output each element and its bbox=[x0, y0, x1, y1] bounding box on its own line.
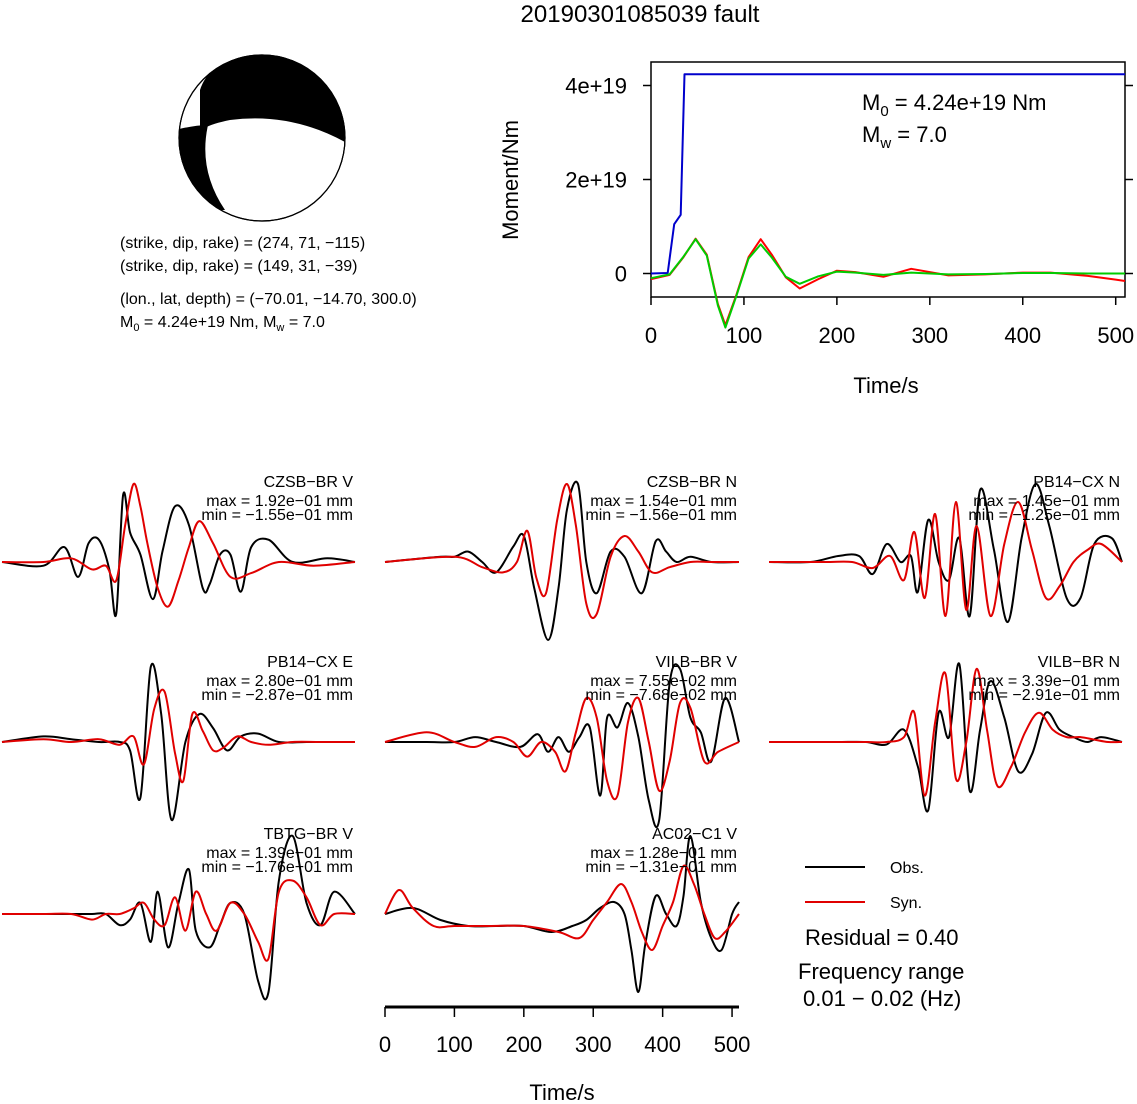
legend-obs-label: Obs. bbox=[890, 860, 924, 877]
observed-trace bbox=[1, 491, 356, 618]
mechanism-line-2: (strike, dip, rake) = (149, 31, −39) bbox=[120, 258, 357, 275]
observed-stf-line bbox=[650, 238, 1125, 329]
moment-ytick-label: 2e+19 bbox=[565, 168, 627, 193]
min-amplitude-label: min = −1.56e−01 mm bbox=[585, 507, 737, 524]
moment-xtick-label: 0 bbox=[645, 323, 657, 348]
station-label: VILB−BR N bbox=[1038, 654, 1120, 671]
min-amplitude-label: min = −1.76e−01 mm bbox=[201, 859, 353, 876]
synthetic-trace bbox=[1, 879, 356, 962]
station-label: AC02−C1 V bbox=[652, 826, 737, 843]
min-amplitude-label: min = −1.31e−01 mm bbox=[585, 859, 737, 876]
moment-xtick-label: 500 bbox=[1097, 323, 1134, 348]
synthetic-trace bbox=[1, 482, 356, 608]
min-amplitude-label: min = −1.25e−01 mm bbox=[968, 507, 1120, 524]
station-label: PB14−CX N bbox=[1033, 474, 1120, 491]
legend-syn-label: Syn. bbox=[890, 895, 922, 912]
station-label: VILB−BR V bbox=[656, 654, 738, 671]
synthetic-trace bbox=[384, 696, 740, 801]
max-amplitude-label: max = 3.39e−01 mm bbox=[973, 673, 1120, 690]
waveform-xtick-label: 300 bbox=[575, 1032, 612, 1057]
observed-trace bbox=[768, 662, 1123, 813]
synthetic-trace bbox=[1, 688, 355, 784]
station-label: CZSB−BR V bbox=[264, 474, 354, 491]
max-amplitude-label: max = 2.80e−01 mm bbox=[206, 673, 353, 690]
legend: Obs. Syn. bbox=[805, 860, 924, 912]
waveform-xtick-label: 400 bbox=[644, 1032, 681, 1057]
mechanism-line-3: (lon., lat, depth) = (−70.01, −14.70, 30… bbox=[120, 291, 417, 308]
frequency-range-value: 0.01 − 0.02 (Hz) bbox=[803, 986, 961, 1011]
moment-annotation-mw: Mw = 7.0 bbox=[862, 122, 947, 152]
synthetic-trace bbox=[384, 864, 740, 951]
moment-ylabel: Moment/Nm bbox=[498, 120, 523, 240]
max-amplitude-label: max = 7.55e−02 mm bbox=[590, 673, 737, 690]
waveform-xlabel: Time/s bbox=[529, 1080, 594, 1104]
observed-trace bbox=[384, 663, 740, 829]
moment-annotation-m0: M0 = 4.24e+19 Nm bbox=[862, 90, 1046, 120]
synthetic-trace bbox=[769, 500, 1123, 618]
moment-chart: 0 2e+19 4e+19 0 100 200 300 400 500 Moment/Nm T… bbox=[498, 61, 1134, 398]
min-amplitude-label: min = −2.91e−01 mm bbox=[968, 687, 1120, 704]
max-amplitude-label: max = 1.39e−01 mm bbox=[206, 845, 353, 862]
waveform-xtick-label: 0 bbox=[379, 1032, 391, 1057]
min-amplitude-label: min = −7.68e−02 mm bbox=[585, 687, 737, 704]
moment-ytick-label: 0 bbox=[615, 262, 627, 287]
synthetic-stf-line bbox=[650, 237, 1126, 327]
max-amplitude-label: max = 1.28e−01 mm bbox=[590, 845, 737, 862]
waveform-xtick-label: 200 bbox=[505, 1032, 542, 1057]
moment-function-line bbox=[650, 73, 1125, 275]
frequency-range-label: Frequency range bbox=[798, 959, 964, 984]
min-amplitude-label: min = −1.55e−01 mm bbox=[201, 507, 353, 524]
mechanism-moment-line: M0 = 4.24e+19 Nm, Mw = 7.0 bbox=[120, 314, 325, 334]
station-label: PB14−CX E bbox=[267, 654, 353, 671]
station-label: TBTG−BR V bbox=[264, 826, 354, 843]
station-label: CZSB−BR N bbox=[647, 474, 737, 491]
moment-xtick-label: 100 bbox=[726, 323, 763, 348]
max-amplitude-label: max = 1.45e−01 mm bbox=[973, 493, 1120, 510]
max-amplitude-label: max = 1.54e−01 mm bbox=[590, 493, 737, 510]
moment-ytick-label: 4e+19 bbox=[565, 74, 627, 99]
synthetic-trace bbox=[384, 482, 739, 620]
synthetic-trace bbox=[768, 667, 1123, 797]
waveform-xtick-label: 100 bbox=[436, 1032, 473, 1057]
residual-text: Residual = 0.40 bbox=[805, 925, 959, 950]
moment-xtick-label: 300 bbox=[911, 323, 948, 348]
waveform-x-axis: 0 100 200 300 400 500 bbox=[379, 1005, 751, 1057]
min-amplitude-label: min = −2.87e−01 mm bbox=[201, 687, 353, 704]
max-amplitude-label: max = 1.92e−01 mm bbox=[206, 493, 353, 510]
observed-trace bbox=[1, 834, 356, 1001]
figure-title: 20190301085039 fault bbox=[521, 1, 760, 28]
beachball-icon bbox=[178, 54, 346, 222]
observed-trace bbox=[768, 482, 1123, 624]
moment-xlabel: Time/s bbox=[853, 373, 918, 398]
observed-trace bbox=[384, 480, 740, 642]
waveform-xtick-label: 500 bbox=[714, 1032, 751, 1057]
moment-xtick-label: 400 bbox=[1004, 323, 1041, 348]
moment-xtick-label: 200 bbox=[819, 323, 856, 348]
mechanism-line-1: (strike, dip, rake) = (274, 71, −115) bbox=[120, 235, 365, 252]
